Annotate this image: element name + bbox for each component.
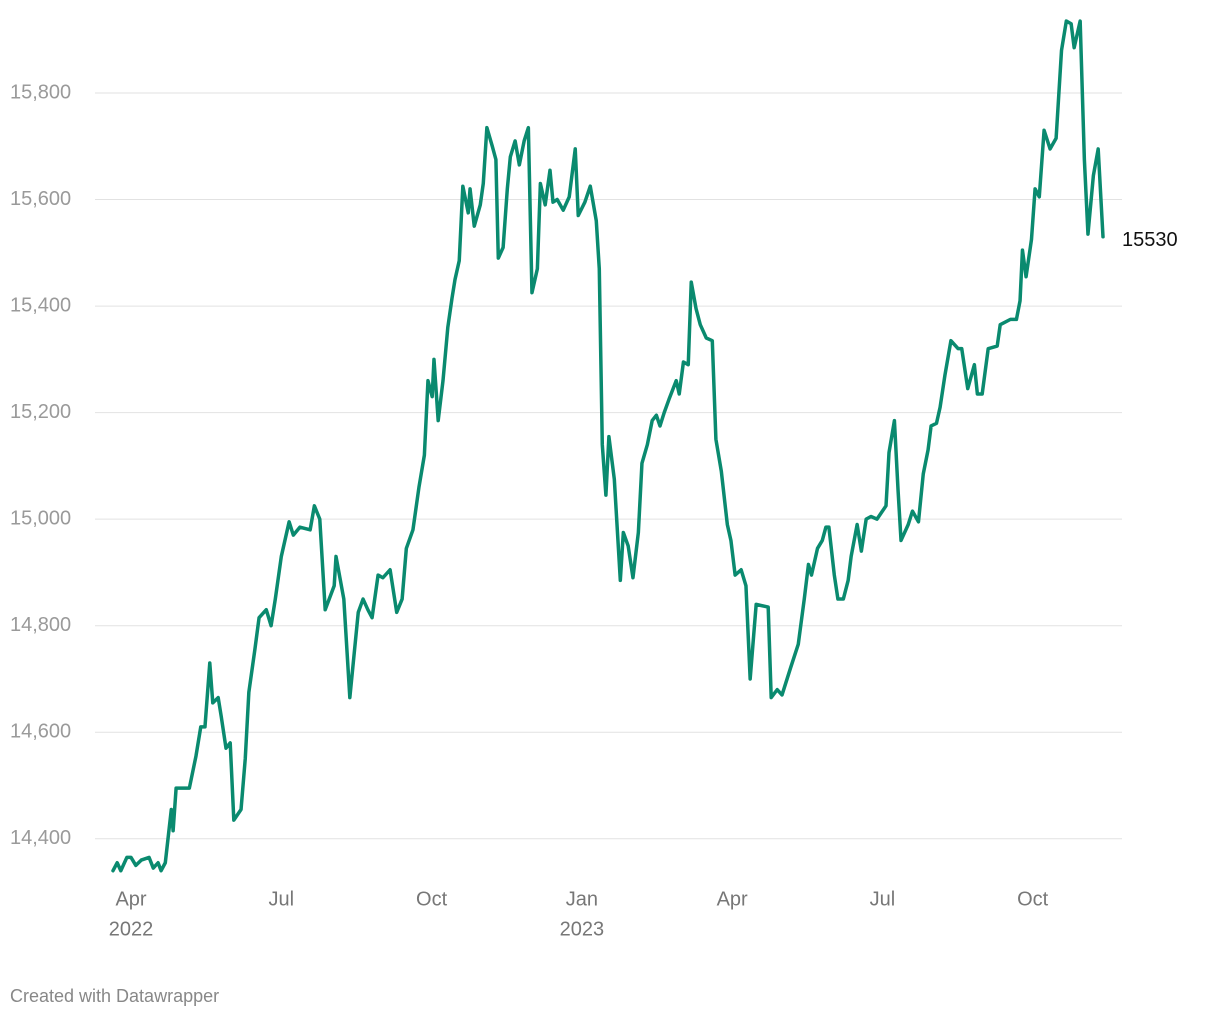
y-tick-label: 15,400 (10, 294, 71, 316)
x-tick-label: Jul (870, 888, 896, 910)
x-tick-year: 2023 (560, 918, 605, 940)
y-tick-label: 15,000 (10, 507, 71, 529)
x-tick-label: Jul (269, 888, 295, 910)
y-tick-label: 14,600 (10, 721, 71, 743)
x-tick-label: Jan (566, 888, 598, 910)
y-tick-label: 15,800 (10, 81, 71, 103)
y-tick-label: 14,800 (10, 614, 71, 636)
x-tick-year: 2022 (109, 918, 154, 940)
x-tick-label: Oct (416, 888, 448, 910)
x-tick-label: Apr (717, 888, 748, 910)
end-value-label: 15530 (1122, 229, 1178, 251)
line (111, 19, 1105, 873)
x-tick-label: Apr (115, 888, 146, 910)
y-tick-label: 14,400 (10, 827, 71, 849)
x-tick-label: Oct (1017, 888, 1049, 910)
y-tick-label: 15,200 (10, 401, 71, 423)
y-tick-label: 15,600 (10, 188, 71, 210)
footer: Created with Datawrapper (10, 986, 219, 1006)
